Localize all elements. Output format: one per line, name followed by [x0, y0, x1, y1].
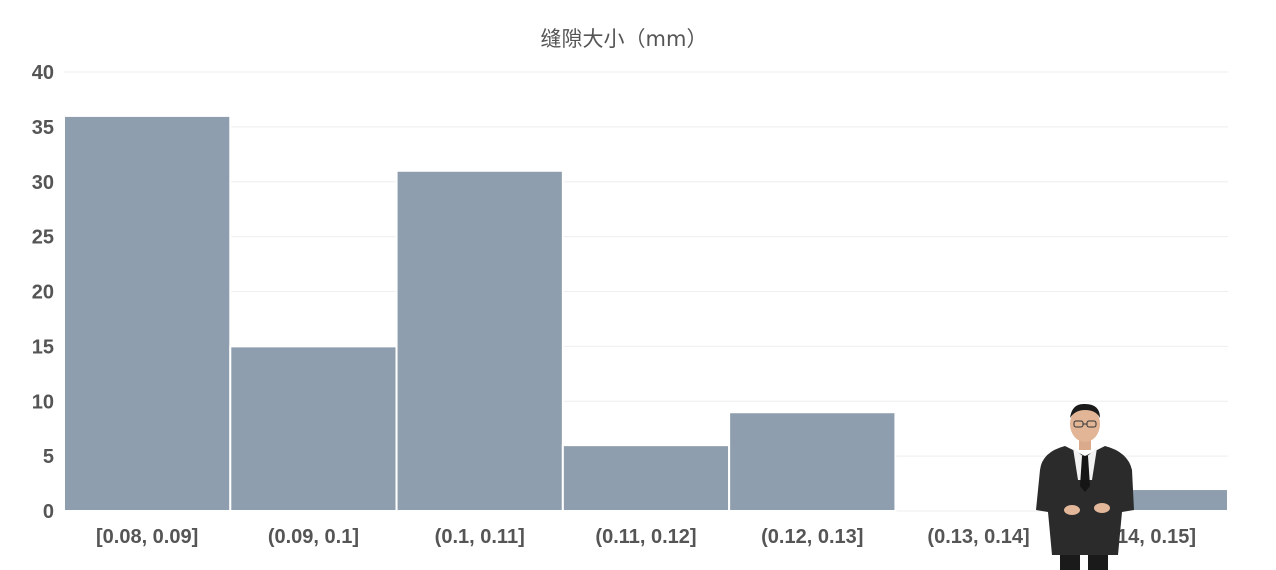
y-tick-label: 0: [43, 501, 54, 523]
x-tick-label: (0.09, 0.1]: [268, 526, 359, 548]
x-tick-label: (0.12, 0.13]: [761, 526, 863, 548]
bar: [395, 169, 564, 512]
x-tick-label: [0.08, 0.09]: [96, 526, 198, 548]
y-tick-label: 35: [32, 117, 54, 139]
y-axis-ticks: 0 5 10 15 20 25 30 35 40: [32, 62, 54, 523]
chart-title: 缝隙大小（mm）: [541, 27, 708, 51]
y-tick-label: 20: [32, 282, 54, 304]
x-tick-label: (0.11, 0.12]: [595, 526, 696, 548]
bar: [63, 114, 232, 513]
y-tick-label: 30: [32, 172, 54, 194]
y-tick-label: 40: [32, 62, 54, 84]
bar: [561, 444, 731, 512]
x-tick-label: (0.13, 0.14]: [927, 526, 1029, 548]
bar: [728, 411, 897, 513]
y-tick-label: 25: [32, 227, 54, 249]
y-tick-label: 5: [43, 446, 54, 468]
y-tick-label: 10: [32, 391, 54, 413]
bars: [63, 114, 1229, 513]
bar: [229, 345, 398, 512]
presenter-figure-icon: [1036, 403, 1134, 570]
x-tick-label: (0.1, 0.11]: [435, 526, 525, 548]
y-tick-label: 15: [32, 336, 54, 358]
